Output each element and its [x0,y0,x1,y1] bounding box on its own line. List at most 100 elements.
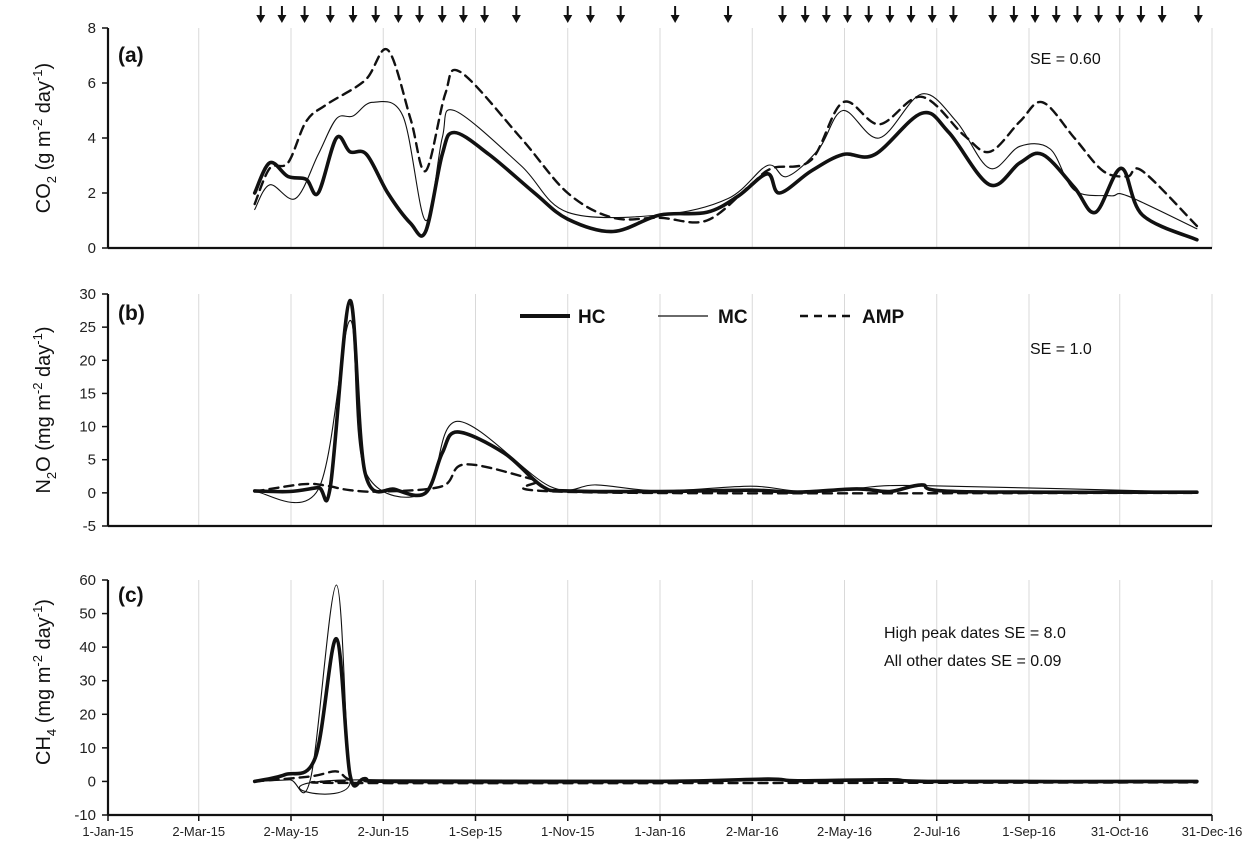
event-arrow-head-25 [948,15,958,23]
event-arrow-head-17 [777,15,787,23]
event-arrow-head-24 [927,15,937,23]
n2o-ylabel-unit-after: ) [33,326,55,333]
series-line-mc [254,584,1198,795]
panel-n2o: -5 0 5 10 15 20 25 30 (b) SE = 1.0 HC MC AMP N2… [30,286,1213,535]
event-arrow-head-18 [800,15,810,23]
co2-ylabel-sup2: -1 [30,69,45,81]
ch4-ylabel-sup1: -2 [30,655,45,667]
event-arrow-head-26 [988,15,998,23]
ytick-label-15: 15 [79,385,96,402]
series-line-amp [253,47,1199,228]
legend-hc-label: HC [578,307,606,328]
xtick-label-2-May-15: 2-May-15 [264,824,319,839]
legend-amp-label: AMP [862,307,905,328]
ytick-label-40: 40 [79,639,96,656]
event-arrow-head-34 [1157,15,1167,23]
panel-n2o-se-annotation: SE = 1.0 [1030,341,1092,358]
n2o-ylabel-sup1: -2 [30,383,45,395]
ch4-ylabel-unit-mid: day [33,617,55,655]
event-arrow-head-35 [1193,15,1203,23]
panel-ch4-se-annotation-other: All other dates SE = 0.09 [884,653,1062,670]
ch4-ylabel-unit-before: (mg m [33,667,55,729]
xtick-label-31-Oct-16: 31-Oct-16 [1091,824,1149,839]
ytick-label-0: 0 [88,773,96,790]
ytick-label-60: 60 [79,572,96,589]
event-arrow-head-1 [277,15,287,23]
x-axis-tick-labels: 1-Jan-15 2-Mar-15 2-May-15 2-Jun-15 1-Sep-15… [82,815,1242,839]
legend: HC MC AMP [520,307,905,328]
xtick-label-31-Dec-16: 31-Dec-16 [1182,824,1243,839]
xtick-label-2-Jul-16: 2-Jul-16 [913,824,960,839]
event-arrow-head-14 [616,15,626,23]
ytick-label--5: -5 [83,518,96,535]
co2-ylabel-sup1: -2 [30,119,45,131]
series-line-amp [253,463,1199,495]
event-arrow-head-15 [670,15,680,23]
ytick-label--10: -10 [74,807,96,824]
event-arrow-head-19 [821,15,831,23]
panel-ch4-gridlines [198,580,1213,815]
event-arrow-head-28 [1030,15,1040,23]
event-arrow-head-29 [1051,15,1061,23]
legend-mc-label: MC [718,307,748,328]
panel-n2o-yticks: -5 0 5 10 15 20 25 30 [79,286,108,535]
ytick-label-30: 30 [79,673,96,690]
event-arrow-head-10 [480,15,490,23]
n2o-ylabel-sup2: -1 [30,333,45,345]
panel-co2-ylabel: CO2 (g m-2 day-1) [30,63,59,213]
panel-n2o-label: (b) [118,302,145,325]
xtick-label-2-Mar-15: 2-Mar-15 [172,824,225,839]
xtick-label-1-Jan-16: 1-Jan-16 [634,824,685,839]
ytick-label-20: 20 [79,706,96,723]
event-arrows [256,6,1203,23]
n2o-ylabel-sub: 2 [44,472,59,479]
event-arrow-head-16 [723,15,733,23]
panel-ch4-se-annotation-high: High peak dates SE = 8.0 [884,625,1066,642]
event-arrow-head-13 [585,15,595,23]
xtick-label-2-Jun-15: 2-Jun-15 [358,824,409,839]
panel-co2-yticks: 0 2 4 6 8 [88,20,108,257]
series-line-hc [252,110,1199,242]
event-arrow-head-22 [885,15,895,23]
event-arrow-head-8 [437,15,447,23]
xtick-label-1-Jan-15: 1-Jan-15 [82,824,133,839]
panel-n2o-ylabel: N2O (mg m-2 day-1) [30,326,59,493]
event-arrow-head-27 [1009,15,1019,23]
ytick-label-5: 5 [88,452,96,469]
ytick-label-50: 50 [79,606,96,623]
ytick-label-6: 6 [88,75,96,92]
panel-co2-se-annotation: SE = 0.60 [1030,51,1101,68]
series-line-amp [253,770,1199,785]
event-arrow-head-23 [906,15,916,23]
ytick-label-0: 0 [88,485,96,502]
xtick-label-1-Sep-15: 1-Sep-15 [449,824,502,839]
series-line-mc [254,319,1198,503]
event-arrow-head-4 [348,15,358,23]
panel-ch4-series [252,584,1199,795]
ch4-ylabel-unit-after: ) [33,599,55,606]
ytick-label-20: 20 [79,352,96,369]
panel-co2-label: (a) [118,44,144,67]
event-arrow-head-0 [256,15,266,23]
co2-ylabel-main: CO [33,183,55,213]
panel-ch4-label: (c) [118,584,144,607]
ytick-label-10: 10 [79,419,96,436]
n2o-ylabel-unit-before: (mg m [33,394,55,456]
ytick-label-2: 2 [88,185,96,202]
event-arrow-head-20 [843,15,853,23]
event-arrow-head-30 [1072,15,1082,23]
ytick-label-4: 4 [88,130,96,147]
ch4-ylabel-sup2: -1 [30,606,45,618]
event-arrow-head-5 [371,15,381,23]
event-arrow-head-33 [1136,15,1146,23]
xtick-label-2-May-16: 2-May-16 [817,824,872,839]
event-arrow-head-21 [864,15,874,23]
panel-n2o-gridlines [198,294,1213,526]
panel-ch4: -10 0 10 20 30 40 50 60 (c) High peak dates SE … [30,572,1213,824]
panel-ch4-yticks: -10 0 10 20 30 40 50 60 [74,572,108,824]
xtick-label-1-Sep-16: 1-Sep-16 [1002,824,1055,839]
series-line-mc [254,93,1198,230]
co2-ylabel-sub: 2 [44,176,59,183]
